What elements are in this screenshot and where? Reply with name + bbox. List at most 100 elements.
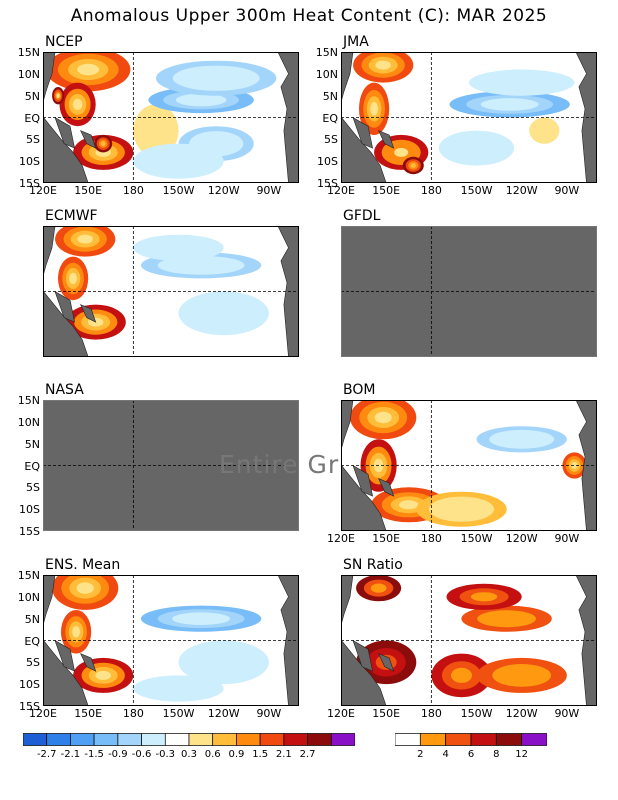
anomaly-colorbar-label: -0.9	[108, 749, 128, 760]
sn-colorbar-label: 2	[417, 749, 424, 760]
contour-blob	[175, 93, 227, 107]
panel-title-ens: ENS. Mean	[45, 557, 121, 573]
y-tick-label: 15S	[19, 700, 40, 713]
contour-blob	[370, 583, 387, 593]
contour-blob	[69, 272, 77, 285]
x-tick-label: 150W	[460, 707, 493, 720]
anomaly-colorbar	[23, 733, 355, 746]
y-tick-label: 15S	[19, 525, 40, 538]
y-tick-label: 5N	[322, 89, 338, 103]
contour-blob	[483, 73, 560, 92]
contour-blob	[399, 500, 419, 510]
y-tick-label: 5S	[26, 133, 40, 147]
contour-blob	[490, 614, 523, 624]
anomaly-colorbar-label: 0.9	[228, 749, 245, 760]
island	[80, 653, 97, 672]
land-mass	[341, 400, 387, 531]
map-frame	[341, 226, 597, 357]
y-tick-label: 10N	[17, 415, 40, 429]
x-tick-label: 120W	[207, 707, 240, 720]
x-tick-label: 120E	[327, 532, 355, 545]
x-tick-label: 120W	[505, 532, 538, 545]
panel-title-sn: SN Ratio	[343, 557, 403, 573]
map-nasa	[43, 400, 299, 531]
y-tick-label: 15N	[17, 569, 40, 582]
land-mass	[43, 226, 89, 357]
y-tick-label: 5N	[24, 89, 40, 103]
colorbar-swatch	[259, 733, 285, 746]
x-tick-label: 120W	[505, 184, 538, 197]
sn-colorbar-label: 12	[515, 749, 529, 760]
x-tick-label: 120E	[29, 184, 57, 197]
island	[80, 304, 97, 323]
contour-blob	[470, 592, 498, 602]
contour-blob	[500, 433, 544, 446]
map-frame	[43, 400, 299, 531]
y-tick-label: 10S	[317, 155, 338, 169]
x-tick-label: 150W	[460, 184, 493, 197]
colorbar-swatch	[236, 733, 261, 746]
colorbar-swatch	[419, 733, 446, 746]
colorbar-swatch	[283, 733, 308, 746]
contour-blob	[451, 667, 472, 683]
contour-blob	[429, 496, 494, 522]
colorbar-swatch	[164, 733, 190, 746]
contour-blob	[100, 141, 106, 146]
colorbar-swatch	[212, 733, 237, 746]
island	[54, 639, 76, 672]
island	[352, 116, 374, 149]
anomaly-colorbar-label: 1.5	[252, 749, 269, 760]
contour-blob	[95, 670, 111, 680]
contour-blob	[178, 291, 269, 336]
x-tick-label: 120W	[505, 707, 538, 720]
colorbar-swatch	[470, 733, 497, 746]
land-mass	[341, 52, 387, 183]
contour-blob	[76, 582, 94, 594]
island	[352, 639, 374, 672]
contour-blob	[374, 411, 392, 424]
map-ens	[43, 575, 299, 706]
x-tick-label: 150W	[162, 184, 195, 197]
map-frame	[43, 52, 299, 183]
island	[352, 464, 374, 497]
island	[54, 290, 76, 323]
map-frame	[341, 52, 597, 183]
contour-blob	[571, 462, 578, 469]
y-tick-label: 10N	[17, 67, 40, 81]
contour-blob	[77, 234, 93, 244]
x-tick-label: 90W	[554, 707, 580, 720]
y-tick-label: 10S	[19, 155, 40, 169]
colorbar-swatch	[23, 733, 48, 746]
map-frame	[341, 575, 597, 706]
contour-blob	[72, 98, 83, 111]
colorbar-swatch	[70, 733, 95, 746]
y-tick-label: 10S	[19, 678, 40, 692]
panel-title-bom: BOM	[343, 382, 376, 398]
x-tick-label: 120E	[327, 184, 355, 197]
x-tick-label: 120W	[207, 184, 240, 197]
land-mass	[341, 575, 387, 706]
contour-blob	[191, 646, 257, 678]
island	[80, 130, 97, 149]
contour-blob	[56, 93, 60, 98]
y-tick-label: 15N	[17, 394, 40, 407]
contour-blob	[449, 135, 504, 161]
x-tick-label: 150E	[74, 184, 103, 197]
y-tick-label: 10N	[17, 590, 40, 604]
y-tick-label: 15S	[317, 177, 338, 190]
y-tick-label: 15S	[19, 177, 40, 190]
contour-blob	[492, 664, 552, 687]
contour-blob	[146, 238, 211, 258]
contour-blob	[370, 102, 378, 116]
colorbar-swatch	[521, 733, 547, 746]
y-tick-label: 5N	[24, 612, 40, 626]
map-frame	[43, 226, 299, 357]
contour-blob	[146, 148, 211, 174]
contour-blob	[410, 163, 416, 168]
x-tick-label: 90W	[256, 184, 282, 197]
colorbar-swatch	[395, 733, 421, 746]
y-tick-label: 5S	[26, 656, 40, 670]
x-tick-label: 150E	[74, 707, 103, 720]
y-tick-label: 5N	[24, 437, 40, 451]
island	[378, 130, 395, 149]
